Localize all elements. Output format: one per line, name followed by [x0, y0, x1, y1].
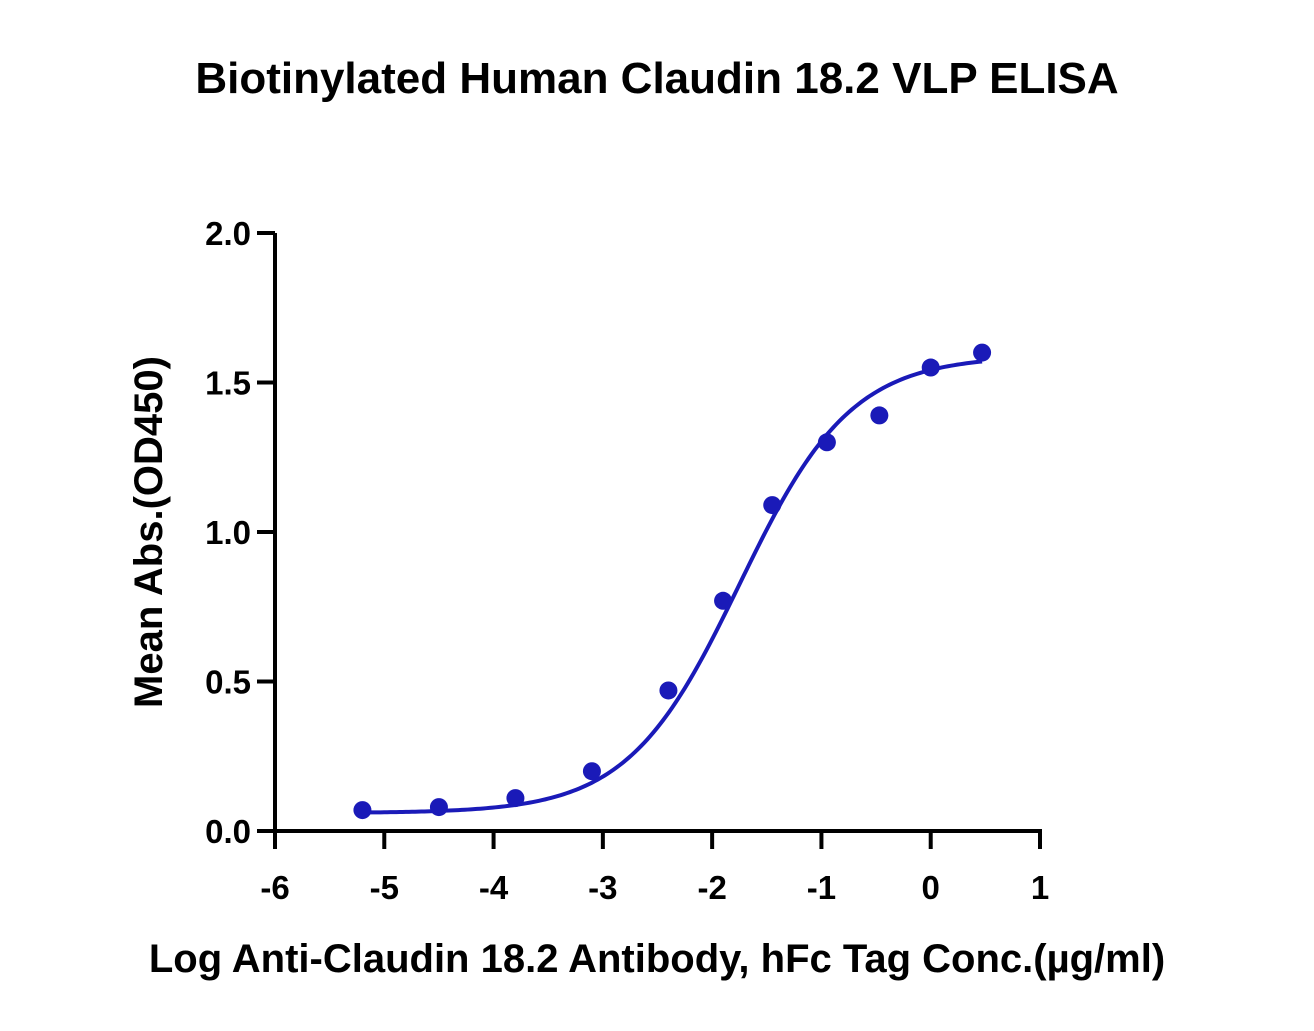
y-tick-label: 1.0	[205, 514, 251, 551]
data-point	[714, 591, 733, 610]
x-tick-label: -4	[479, 869, 509, 906]
x-tick-label: 0	[922, 869, 940, 906]
data-points	[353, 343, 992, 820]
x-axis-ticks: -6 -5 -4 -3 -2 -1 0 1	[260, 831, 1049, 906]
fit-curve-group	[362, 359, 983, 815]
x-tick-label: -5	[370, 869, 399, 906]
y-tick-label: 1.5	[205, 365, 251, 402]
x-tick-label: -6	[260, 869, 289, 906]
data-point	[870, 406, 889, 425]
data-point	[353, 801, 372, 820]
data-point	[921, 358, 940, 377]
y-tick-label: 0.5	[205, 664, 251, 701]
data-point	[506, 789, 525, 808]
data-point	[659, 681, 678, 700]
chart-title: Biotinylated Human Claudin 18.2 VLP ELIS…	[195, 54, 1118, 103]
y-tick-label: 2.0	[205, 215, 251, 252]
data-point	[429, 798, 448, 817]
x-tick-label: -3	[588, 869, 617, 906]
data-point	[582, 762, 601, 781]
y-tick-label: 0.0	[205, 813, 251, 850]
data-point	[973, 343, 992, 362]
data-point	[763, 496, 782, 515]
y-axis-label: Mean Abs.(OD450)	[127, 356, 171, 708]
axes	[273, 233, 1042, 833]
x-tick-label: 1	[1031, 869, 1049, 906]
x-tick-label: -1	[807, 869, 836, 906]
x-axis-label: Log Anti-Claudin 18.2 Antibody, hFc Tag …	[149, 937, 1165, 981]
y-axis-ticks: 0.0 0.5 1.0 1.5 2.0	[205, 215, 275, 850]
x-tick-label: -2	[697, 869, 726, 906]
fit-curve	[362, 359, 983, 815]
data-point	[817, 433, 836, 452]
